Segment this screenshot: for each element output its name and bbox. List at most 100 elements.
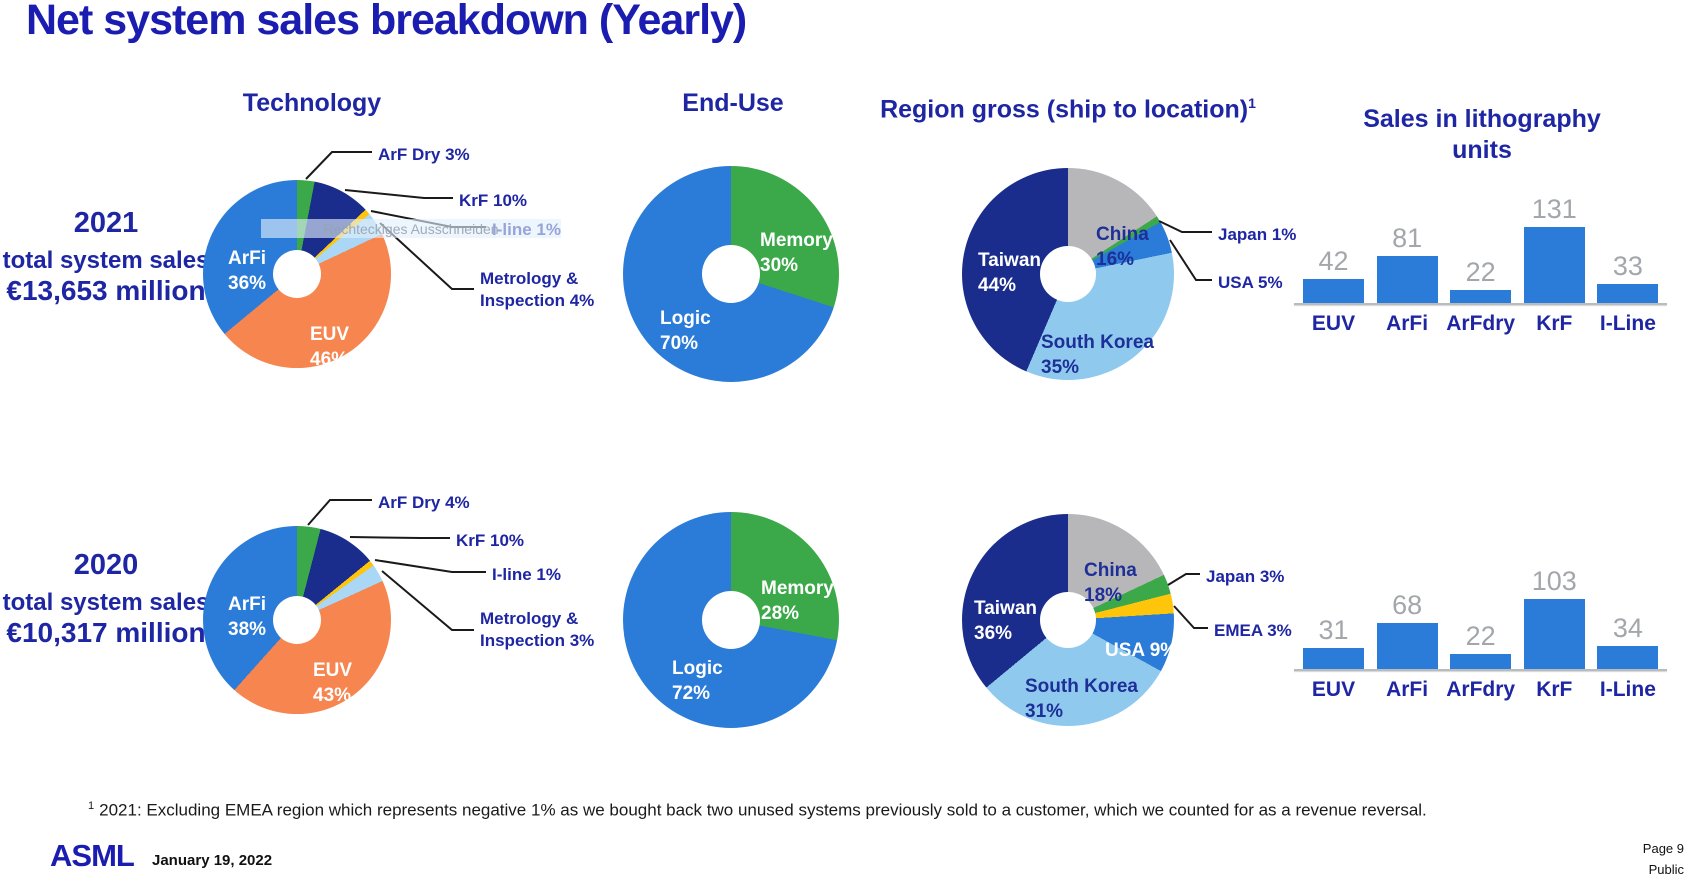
asml-logo: ASML <box>50 838 135 873</box>
slice-label-technology-2021-0: ArFi 36% <box>228 248 267 294</box>
slice-label-technology-2020-1: EUV 43% <box>313 660 353 706</box>
bar-value-units-2020-EUV: 31 <box>1318 615 1349 645</box>
bar-units-2020-ArFdry <box>1450 654 1512 669</box>
slice-label-end-use-2020-0: Memory 28% <box>761 578 834 624</box>
year-block-2020: 2020 total system sales €10,317 million <box>0 548 212 648</box>
column-header-units: Sales in lithography units <box>1332 104 1632 166</box>
units-header-line2: units <box>1452 136 1512 164</box>
footer-date: January 19, 2022 <box>152 852 273 869</box>
year-subtitle: total system sales <box>2 589 210 616</box>
screenshot-tool-watermark: Rechteckiges Ausschneiden <box>261 219 561 238</box>
callout-label-region-2021-1: USA 5% <box>1218 273 1283 292</box>
column-header-technology: Technology <box>242 89 382 117</box>
slice-label-region-2020-0: Taiwan 36% <box>974 598 1037 644</box>
column-header-end-use: End-Use <box>682 89 784 117</box>
bar-value-units-2020-I-Line: 34 <box>1612 613 1643 643</box>
callout-label-technology-2021-1: KrF 10% <box>459 191 528 210</box>
year-label: 2020 <box>73 549 139 581</box>
slide-title: Net system sales breakdown (Yearly) <box>26 0 747 44</box>
footer-page-number: Page 9 <box>1642 841 1684 856</box>
axis-units-2021 <box>1294 303 1668 305</box>
donut-hole-end-use-2021 <box>702 245 760 303</box>
axis-units-2020 <box>1294 669 1668 671</box>
slice-label-region-2020-1: China 18% <box>1084 560 1137 606</box>
bar-value-units-2021-ArFi: 81 <box>1392 223 1423 253</box>
bar-value-units-2021-ArFdry: 22 <box>1465 257 1496 287</box>
callout-line-technology-2021-0 <box>305 151 372 180</box>
bar-units-2020-EUV <box>1303 648 1364 669</box>
bar-category-units-2020-ArFdry: ArFdry <box>1446 678 1516 701</box>
bar-category-units-2021-ArFdry: ArFdry <box>1446 312 1516 335</box>
bar-value-units-2021-KrF: 131 <box>1531 194 1577 224</box>
callout-line-technology-2020-2 <box>374 559 486 573</box>
slice-label-technology-2020-0: ArFi 38% <box>228 594 267 640</box>
slice-label-end-use-2020-1: Logic 72% <box>672 658 723 704</box>
bar-units-2020-ArFi <box>1376 623 1438 669</box>
callout-line-technology-2020-3 <box>381 570 474 631</box>
bar-units-2021-KrF <box>1523 227 1585 303</box>
callout-label-technology-2020-1: KrF 10% <box>456 531 525 550</box>
callout-line-region-2021-1 <box>1169 239 1212 281</box>
bar-category-units-2020-I-Line: I-Line <box>1599 678 1656 701</box>
bar-category-units-2020-ArFi: ArFi <box>1386 678 1429 701</box>
units-header-line1: Sales in lithography <box>1363 105 1601 133</box>
callout-label-technology-2021-0: ArF Dry 3% <box>378 145 470 164</box>
bar-category-units-2021-KrF: KrF <box>1536 312 1573 335</box>
bar-category-units-2021-I-Line: I-Line <box>1599 312 1656 335</box>
callout-line-region-2021-0 <box>1158 220 1212 233</box>
callout-line-technology-2021-1 <box>344 189 453 199</box>
bar-units-2020-KrF <box>1523 599 1585 669</box>
bar-category-units-2021-ArFi: ArFi <box>1386 312 1429 335</box>
slice-label-region-2020-3: South Korea 31% <box>1025 676 1138 722</box>
year-total-sales: €13,653 million <box>6 275 206 306</box>
footnote-marker: 1 <box>88 800 95 812</box>
donut-hole-region-2020 <box>1040 592 1096 648</box>
bar-category-units-2020-EUV: EUV <box>1311 678 1356 701</box>
slice-label-technology-2021-1: EUV 46% <box>310 324 350 370</box>
bar-category-units-2021-EUV: EUV <box>1311 312 1356 335</box>
callout-label-region-2020-0: Japan 3% <box>1206 567 1285 586</box>
footnote-text: 2021: Excluding EMEA region which repres… <box>99 800 1427 820</box>
slice-label-region-2021-1: China 16% <box>1096 224 1149 270</box>
callout-label-technology-2020-3: Metrology & Inspection 3% <box>480 609 595 650</box>
slice-label-end-use-2021-0: Memory 30% <box>760 230 833 276</box>
callout-line-region-2020-0 <box>1167 573 1200 586</box>
footnote: 1 2021: Excluding EMEA region which repre… <box>88 800 1427 821</box>
bar-value-units-2021-I-Line: 33 <box>1612 251 1643 281</box>
callout-line-technology-2020-0 <box>307 499 372 526</box>
callout-label-technology-2020-2: I-line 1% <box>492 565 561 584</box>
callout-line-region-2020-1 <box>1173 605 1208 629</box>
bar-value-units-2020-ArFdry: 22 <box>1465 621 1496 651</box>
callout-label-region-2021-0: Japan 1% <box>1218 225 1297 244</box>
slice-label-region-2020-2: USA 9% <box>1105 640 1178 661</box>
region-footnote-marker: 1 <box>1248 95 1256 111</box>
donut-hole-end-use-2020 <box>702 591 760 649</box>
bar-value-units-2020-ArFi: 68 <box>1392 590 1423 620</box>
bar-units-2021-ArFdry <box>1450 290 1512 303</box>
year-subtitle: total system sales <box>2 247 210 274</box>
bar-value-units-2020-KrF: 103 <box>1531 566 1577 596</box>
bar-category-units-2020-KrF: KrF <box>1536 678 1573 701</box>
column-header-region: Region gross (ship to location)1 <box>868 88 1268 125</box>
callout-line-technology-2020-1 <box>349 536 450 539</box>
bar-units-2020-I-Line <box>1597 646 1659 669</box>
bar-units-2021-EUV <box>1303 279 1364 303</box>
year-label: 2021 <box>73 207 139 239</box>
donut-hole-technology-2020 <box>273 596 321 644</box>
callout-label-technology-2020-0: ArF Dry 4% <box>378 493 470 512</box>
donut-hole-technology-2021 <box>273 250 321 298</box>
bar-value-units-2021-EUV: 42 <box>1318 246 1349 276</box>
year-block-2021: 2021 total system sales €13,653 million <box>0 206 212 306</box>
callout-label-technology-2021-3: Metrology & Inspection 4% <box>480 269 595 310</box>
bar-units-2021-I-Line <box>1597 284 1659 303</box>
slice-label-region-2021-0: Taiwan 44% <box>978 250 1041 296</box>
callout-label-region-2020-1: EMEA 3% <box>1214 621 1292 640</box>
slice-label-region-2021-2: South Korea 35% <box>1041 332 1154 378</box>
footer-classification: Public <box>1648 862 1684 877</box>
bar-units-2021-ArFi <box>1376 256 1438 303</box>
column-header-region-text: Region gross (ship to location) <box>880 95 1249 124</box>
donut-hole-region-2021 <box>1040 246 1096 302</box>
slice-label-end-use-2021-1: Logic 70% <box>660 308 711 354</box>
year-total-sales: €10,317 million <box>6 617 206 648</box>
